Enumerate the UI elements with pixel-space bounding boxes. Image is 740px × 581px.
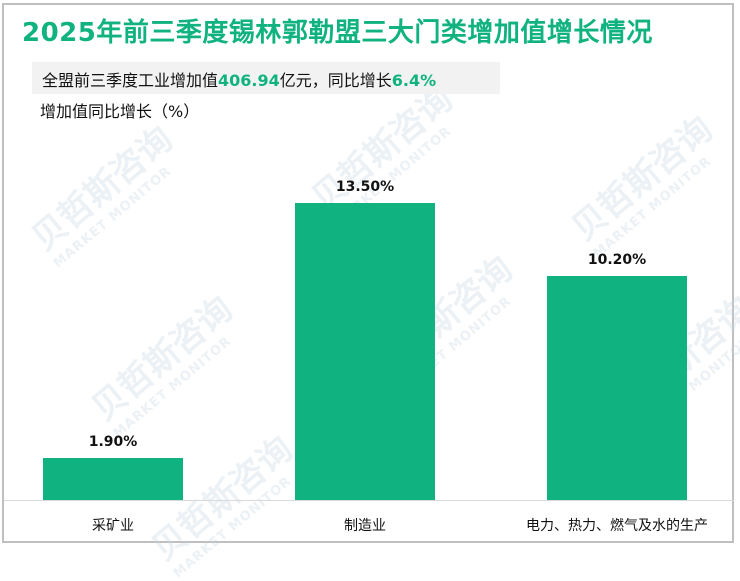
- summary-middle: 亿元，同比增长: [279, 71, 392, 90]
- x-axis-category-label: 制造业: [344, 518, 386, 534]
- x-axis-line: [4, 500, 734, 501]
- summary-text: 全盟前三季度工业增加值406.94亿元，同比增长6.4%: [42, 67, 436, 91]
- bar-value-label: 10.20%: [587, 252, 647, 268]
- bar-value-label: 1.90%: [88, 434, 138, 450]
- summary-box: 全盟前三季度工业增加值406.94亿元，同比增长6.4%: [32, 62, 500, 94]
- bar-value-label: 13.50%: [335, 179, 395, 195]
- x-axis-category-label: 采矿业: [92, 518, 134, 534]
- summary-growth: 6.4%: [391, 71, 437, 90]
- bar: [547, 276, 687, 500]
- bar: [43, 458, 183, 500]
- summary-value: 406.94: [218, 71, 280, 90]
- y-axis-label: 增加值同比增长（%）: [40, 102, 200, 121]
- summary-prefix: 全盟前三季度工业增加值: [42, 71, 219, 90]
- bar: [295, 203, 435, 500]
- chart-title: 2025年前三季度锡林郭勒盟三大门类增加值增长情况: [22, 18, 653, 48]
- x-axis-category-label: 电力、热力、燃气及水的生产: [526, 518, 708, 534]
